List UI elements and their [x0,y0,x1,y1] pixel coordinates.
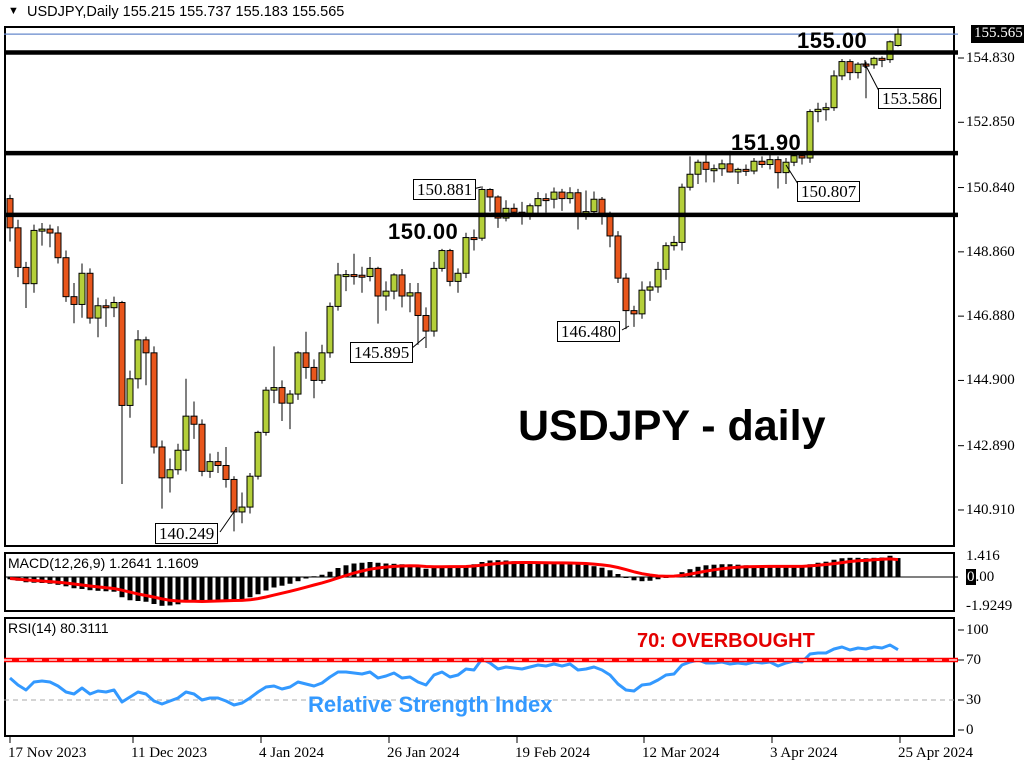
rsi-axis-label: 100 [966,622,989,638]
macd-zero-marker: 0 [966,569,976,585]
chart-title: USDJPY,Daily 155.215 155.737 155.183 155… [27,4,345,20]
date-label: 3 Apr 2024 [770,745,838,761]
date-label: 12 Mar 2024 [642,745,720,761]
price-axis-label: 144.900 [966,372,1015,389]
price-axis-label: 152.850 [966,114,1015,131]
macd-axis-label: 1.416 [966,547,1000,564]
date-label: 26 Jan 2024 [387,745,460,761]
price-callout-label[interactable]: 150.881 [413,179,477,200]
price-callout-label[interactable]: 146.480 [557,321,621,342]
date-label: 17 Nov 2023 [8,745,87,761]
price-axis-label: 140.910 [966,501,1015,518]
rsi-caption: Relative Strength Index [308,692,553,717]
date-label: 4 Jan 2024 [259,745,324,761]
main-chart-panel[interactable] [4,26,955,547]
date-label: 11 Dec 2023 [131,745,208,761]
level-label[interactable]: 155.00 [797,28,868,53]
level-label[interactable]: 150.00 [388,219,459,244]
rsi-indicator-label: RSI(14) 80.3111 [8,620,109,636]
level-label[interactable]: 151.90 [731,130,802,155]
macd-indicator-label: MACD(12,26,9) 1.2641 1.1609 [8,555,199,571]
symbol-dropdown-icon[interactable]: ▼ [8,5,19,17]
price-axis-label: 142.890 [966,437,1015,454]
rsi-axis-label: 70 [966,652,981,668]
price-callout-label[interactable]: 140.249 [155,523,219,544]
rsi-axis-label: 30 [966,692,981,708]
price-axis-label: 154.830 [966,50,1015,66]
price-callout-label[interactable]: 153.586 [878,88,942,109]
date-label: 19 Feb 2024 [515,745,590,761]
macd-axis-label: -1.9249 [966,597,1013,614]
price-axis-label: 150.840 [966,179,1015,196]
watermark-text: USDJPY - daily [518,402,826,450]
date-label: 25 Apr 2024 [898,745,973,761]
price-axis[interactable] [960,0,1024,768]
rsi-axis-label: 0 [966,722,974,738]
price-callout-label[interactable]: 150.807 [797,181,861,202]
price-axis-label: 146.880 [966,308,1015,325]
overbought-label: 70: OVERBOUGHT [637,630,815,652]
macd-axis-label: 0.00 [966,569,995,585]
price-callout-label[interactable]: 145.895 [350,342,414,363]
date-axis[interactable] [0,738,1024,768]
current-price-label: 155.565 [971,24,1024,43]
price-axis-label: 148.860 [966,243,1015,260]
chart-header: ▼ USDJPY,Daily 155.215 155.737 155.183 1… [0,0,1024,25]
